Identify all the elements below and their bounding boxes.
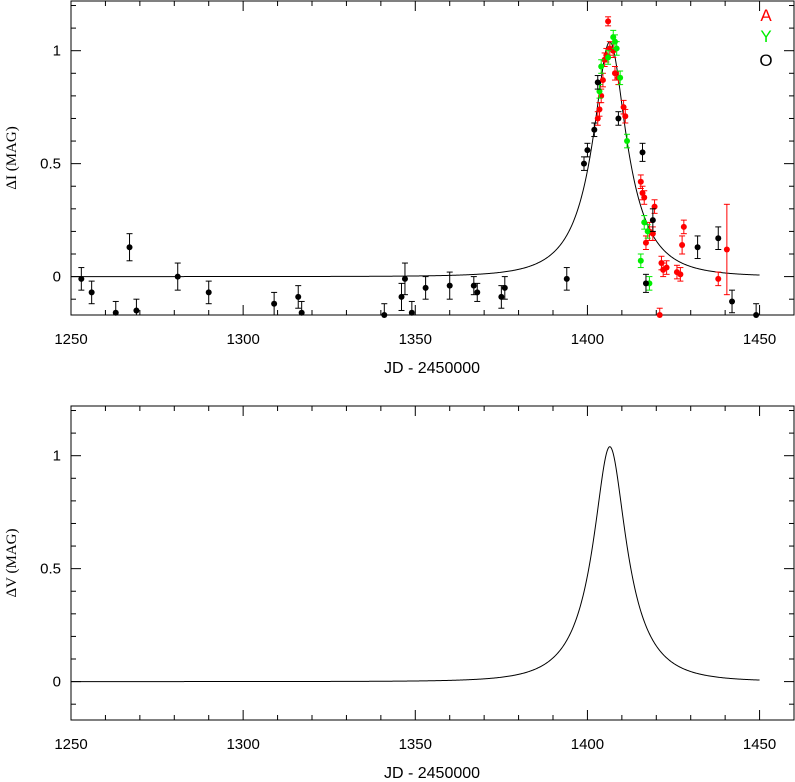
- data-point-a: [641, 190, 648, 205]
- data-point-y: [644, 224, 651, 239]
- data-point-o: [408, 300, 415, 316]
- data-point-o: [295, 285, 302, 309]
- data-point-y: [637, 253, 644, 269]
- data-point-y: [617, 70, 624, 86]
- data-point-o: [715, 226, 722, 250]
- data-point-o: [133, 298, 140, 315]
- data-point-y: [641, 215, 648, 230]
- data-point-o: [112, 300, 119, 316]
- y-tick-label: 0.5: [40, 561, 61, 578]
- y-tick-label: 1: [53, 43, 61, 60]
- data-point-o: [694, 235, 701, 260]
- data-point-o: [580, 156, 587, 171]
- data-point-o: [753, 303, 760, 318]
- data-point-y: [598, 59, 605, 74]
- x-tick-label: 1400: [571, 736, 604, 753]
- top-x-axis-label: JD - 2450000: [384, 360, 480, 377]
- bottom-panel: 1250 1300 1350 1400 1450 00.51 JD - 2450000 …: [4, 405, 795, 782]
- data-point-o: [398, 282, 405, 311]
- data-point-o: [498, 285, 505, 309]
- data-point-o: [381, 303, 388, 318]
- x-tick-label: 1300: [226, 736, 259, 753]
- data-point-a: [656, 307, 663, 318]
- bottom-model-curve: [71, 446, 760, 683]
- top-axis-ticks: [70, 1, 795, 315]
- data-point-a: [679, 235, 686, 255]
- data-point-o: [584, 142, 591, 158]
- x-tick-label: 1250: [54, 736, 87, 753]
- bottom-y-axis-label: ΔV (MAG): [4, 529, 20, 598]
- data-point-o: [174, 262, 181, 291]
- data-point-o: [446, 271, 453, 300]
- bottom-y-tick-labels: 00.51: [40, 448, 61, 691]
- data-point-o: [78, 267, 85, 291]
- data-point-a: [723, 203, 730, 296]
- bottom-x-axis-label: JD - 2450000: [384, 765, 480, 782]
- top-y-axis-label: ΔI (MAG): [4, 126, 20, 189]
- data-point-a: [622, 108, 629, 124]
- data-point-a: [677, 267, 684, 282]
- x-tick-label: 1400: [571, 331, 604, 348]
- legend: A Y O: [759, 6, 772, 70]
- legend-label-a: A: [760, 6, 772, 25]
- top-data-points: [78, 16, 760, 318]
- y-tick-label: 0.5: [40, 156, 61, 173]
- data-point-o: [563, 267, 570, 291]
- x-tick-label: 1250: [54, 331, 87, 348]
- data-point-o: [649, 208, 656, 232]
- data-point-o: [298, 300, 305, 316]
- bottom-axis-ticks: [70, 406, 795, 720]
- x-tick-label: 1450: [743, 331, 776, 348]
- data-point-a: [651, 199, 658, 214]
- data-point-a: [605, 16, 612, 27]
- data-point-a: [715, 271, 722, 287]
- data-point-o: [729, 289, 736, 314]
- data-point-o: [639, 142, 646, 162]
- top-plot-frame: [70, 0, 795, 316]
- data-point-a: [663, 260, 670, 275]
- data-point-o: [126, 233, 133, 262]
- bottom-x-tick-labels: 1250 1300 1350 1400 1450: [54, 736, 776, 753]
- x-tick-label: 1450: [743, 736, 776, 753]
- data-point-o: [474, 282, 481, 302]
- y-tick-label: 0: [53, 269, 61, 286]
- top-model-curve: [71, 41, 760, 278]
- data-point-o: [642, 273, 649, 293]
- y-tick-label: 1: [53, 448, 61, 465]
- data-point-y: [613, 41, 620, 56]
- x-tick-label: 1350: [399, 736, 432, 753]
- data-point-o: [422, 276, 429, 300]
- top-x-tick-labels: 1250 1300 1350 1400 1450: [54, 331, 776, 348]
- legend-label-o: O: [759, 51, 772, 70]
- data-point-o: [501, 276, 508, 300]
- data-point-o: [591, 122, 598, 138]
- bottom-plot-frame: [70, 405, 795, 721]
- data-point-o: [594, 75, 601, 90]
- data-point-o: [615, 111, 622, 126]
- data-point-o: [271, 291, 278, 316]
- data-point-a: [594, 111, 601, 126]
- data-point-o: [88, 280, 95, 305]
- data-point-o: [205, 280, 212, 305]
- data-point-o: [401, 262, 408, 296]
- data-point-o: [470, 276, 477, 296]
- x-tick-label: 1350: [399, 331, 432, 348]
- top-y-tick-labels: 00.51: [40, 43, 61, 286]
- x-tick-label: 1300: [226, 331, 259, 348]
- legend-label-y: Y: [760, 27, 771, 46]
- data-point-y: [624, 133, 631, 149]
- y-tick-label: 0: [53, 674, 61, 691]
- top-panel: 1250 1300 1350 1400 1450 00.51 JD - 2450000 …: [4, 0, 795, 377]
- data-point-a: [680, 219, 687, 235]
- data-point-y: [605, 50, 612, 65]
